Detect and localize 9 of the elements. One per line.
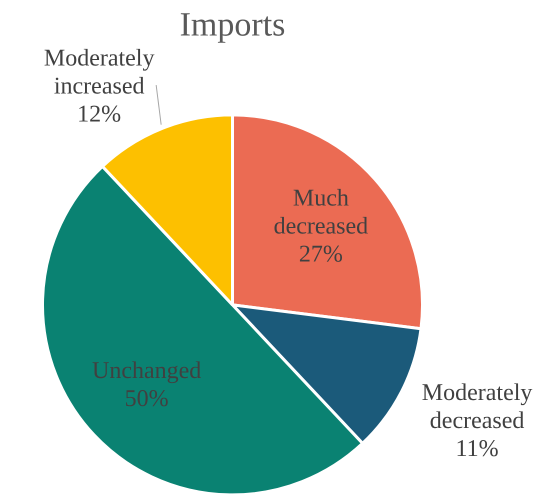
slice-label: Unchanged [92, 358, 202, 384]
data-label: 11% [456, 436, 499, 462]
data-label: 50% [124, 386, 169, 412]
data-label: 12% [77, 101, 122, 128]
slice-label: Moderately increased [44, 45, 154, 100]
slice-label: Much decreased [274, 185, 368, 240]
slice-label: Moderately decreased [422, 380, 532, 434]
chart-title: Imports [180, 6, 286, 44]
data-label: 27% [298, 241, 343, 268]
